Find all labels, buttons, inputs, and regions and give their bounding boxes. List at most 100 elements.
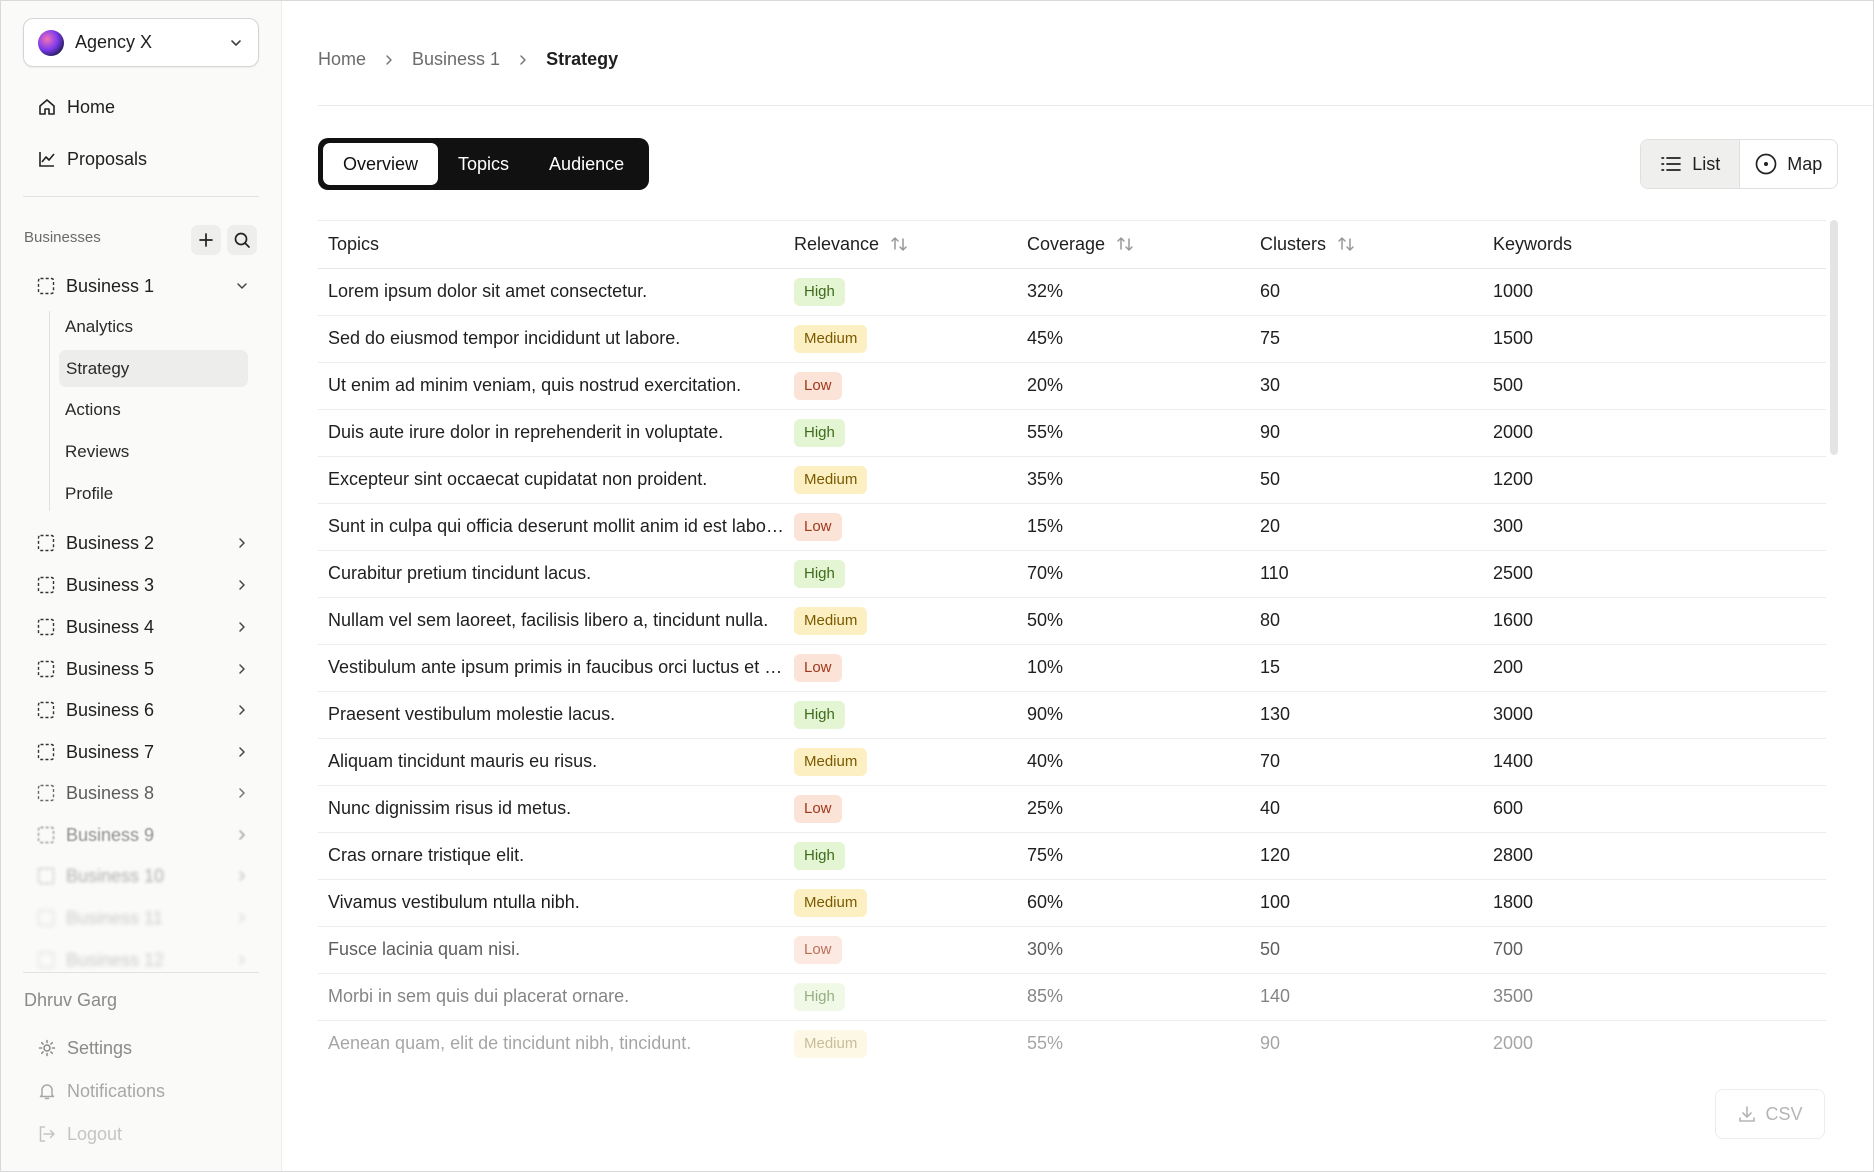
business-label: Business 10 (66, 865, 165, 886)
breadcrumb-business[interactable]: Business 1 (412, 49, 501, 69)
sort-icon[interactable] (1336, 234, 1356, 254)
table-row[interactable]: Nullam vel sem laoreet, facilisis libero… (318, 597, 1826, 645)
sidebar-item-business-5[interactable]: Business 5 (37, 654, 251, 684)
chevron-right-icon (239, 538, 245, 548)
settings-link[interactable]: Settings (37, 1034, 132, 1062)
sort-icon[interactable] (1115, 234, 1135, 254)
table-row[interactable]: Fusce lacinia quam nisi. Low 30% 50 700 (318, 926, 1826, 974)
subnav-strategy[interactable]: Strategy (59, 350, 248, 387)
cell-relevance: Medium (784, 597, 1017, 645)
sidebar-item-business-12[interactable]: Business 12 (37, 945, 251, 975)
relevance-badge: High (794, 700, 845, 729)
sidebar-item-business-2[interactable]: Business 2 (37, 528, 251, 558)
column-header-relevance[interactable]: Relevance (784, 221, 1017, 269)
tab-overview[interactable]: Overview (323, 143, 439, 185)
chevron-right-icon (239, 955, 245, 965)
cell-keywords: 500 (1483, 362, 1826, 410)
cell-keywords: 700 (1483, 926, 1826, 974)
subnav-label: Profile (65, 484, 114, 503)
sidebar-item-business-10[interactable]: Business 10 (37, 861, 251, 891)
table-row[interactable]: Sed do eiusmod tempor incididunt ut labo… (318, 315, 1826, 363)
sort-icon[interactable] (889, 234, 909, 254)
subnav-profile[interactable]: Profile (65, 479, 113, 509)
cell-coverage: 10% (1017, 644, 1250, 692)
cell-topics: Sunt in culpa qui officia deserunt molli… (318, 503, 784, 551)
business-label: Business 11 (66, 907, 163, 928)
table-row[interactable]: Praesent vestibulum molestie lacus. High 9… (318, 691, 1826, 739)
add-business-button[interactable] (191, 225, 221, 255)
tab-audience[interactable]: Audience (549, 153, 625, 174)
cell-coverage: 30% (1017, 926, 1250, 974)
cell-clusters: 40 (1250, 785, 1483, 833)
table-row[interactable]: Nunc dignissim risus id metus. Low 25% 40 60… (318, 785, 1826, 833)
logout-link[interactable]: Logout (37, 1120, 122, 1148)
cell-coverage: 35% (1017, 456, 1250, 504)
tab-topics[interactable]: Topics (458, 153, 510, 174)
table-row[interactable]: Ut enim ad minim veniam, quis nostrud ex… (318, 362, 1826, 410)
csv-download-button[interactable]: CSV (1715, 1089, 1825, 1139)
table-row[interactable]: Vestibulum ante ipsum primis in faucibus… (318, 644, 1826, 692)
cell-keywords: 200 (1483, 644, 1826, 692)
cell-clusters: 90 (1250, 409, 1483, 457)
list-view-button[interactable]: List (1641, 140, 1740, 188)
table-row[interactable]: Aliquam tincidunt mauris eu risus. Medium… (318, 738, 1826, 786)
table-row[interactable]: Excepteur sint occaecat cupidatat non pr… (318, 456, 1826, 504)
business-dashed-square-icon (37, 618, 55, 636)
chevron-down-icon (237, 283, 247, 289)
cell-relevance: Low (784, 785, 1017, 833)
header-divider (318, 105, 1873, 106)
cell-topics: Sed do eiusmod tempor incididunt ut labo… (318, 315, 784, 363)
chevron-right-icon (239, 747, 245, 757)
table-row[interactable]: Curabitur pretium tincidunt lacus. High 70… (318, 550, 1826, 598)
sidebar-item-business-4[interactable]: Business 4 (37, 612, 251, 642)
business-dashed-square-icon (37, 534, 55, 552)
column-header-keywords: Keywords (1483, 221, 1826, 269)
column-header-clusters[interactable]: Clusters (1250, 221, 1483, 269)
search-business-button[interactable] (227, 225, 257, 255)
settings-label: Settings (67, 1037, 133, 1058)
sidebar-item-business-1[interactable]: Business 1 (37, 271, 251, 301)
cell-topics: Duis aute irure dolor in reprehenderit i… (318, 409, 784, 457)
notifications-link[interactable]: Notifications (37, 1077, 165, 1105)
topics-table: Topics Relevance Coverage Clusters Keywords … (318, 220, 1826, 1066)
sidebar-item-business-9[interactable]: Business 9 (37, 820, 251, 850)
sidebar-item-business-3[interactable]: Business 3 (37, 570, 251, 600)
table-row[interactable]: Morbi in sem quis dui placerat ornare. Hi… (318, 973, 1826, 1021)
sidebar-item-business-11[interactable]: Business 11 (37, 903, 251, 933)
column-header-coverage[interactable]: Coverage (1017, 221, 1250, 269)
cell-clusters: 75 (1250, 315, 1483, 363)
map-view-button[interactable]: Map (1740, 140, 1838, 188)
cell-coverage: 55% (1017, 1020, 1250, 1066)
subnav-label: Reviews (65, 442, 130, 461)
sidebar-item-business-7[interactable]: Business 7 (37, 737, 251, 767)
agency-switcher[interactable]: Agency X (23, 18, 259, 67)
cell-keywords: 600 (1483, 785, 1826, 833)
business-label: Business 4 (66, 616, 155, 637)
cell-coverage: 15% (1017, 503, 1250, 551)
cell-topics: Cras ornare tristique elit. (318, 832, 784, 880)
table-scrollbar[interactable] (1830, 220, 1838, 455)
cell-clusters: 60 (1250, 268, 1483, 316)
csv-label: CSV (1765, 1103, 1803, 1124)
table-row[interactable]: Lorem ipsum dolor sit amet consectetur. H… (318, 268, 1826, 316)
chevron-right-icon (239, 830, 245, 840)
table-row[interactable]: Aenean quam, elit de tincidunt nibh, tin… (318, 1020, 1826, 1066)
subnav-reviews[interactable]: Reviews (65, 437, 129, 467)
sidebar-item-business-6[interactable]: Business 6 (37, 695, 251, 725)
nav-home[interactable]: Home (37, 92, 115, 122)
sidebar-item-business-8[interactable]: Business 8 (37, 778, 251, 808)
table-row[interactable]: Duis aute irure dolor in reprehenderit i… (318, 409, 1826, 457)
businesses-label: Businesses (24, 229, 101, 246)
relevance-badge: Medium (794, 888, 868, 917)
business-label: Business 5 (66, 658, 155, 679)
subnav-actions[interactable]: Actions (65, 395, 121, 425)
table-row[interactable]: Vivamus vestibulum ntulla nibh. Medium 60%… (318, 879, 1826, 927)
nav-proposals[interactable]: Proposals (37, 144, 147, 174)
table-row[interactable]: Cras ornare tristique elit. High 75% 120 280… (318, 832, 1826, 880)
cell-coverage: 75% (1017, 832, 1250, 880)
subnav-analytics[interactable]: Analytics (65, 312, 133, 342)
cell-topics: Nullam vel sem laoreet, facilisis libero… (318, 597, 784, 645)
breadcrumb-home[interactable]: Home (318, 49, 367, 69)
table-row[interactable]: Sunt in culpa qui officia deserunt molli… (318, 503, 1826, 551)
relevance-badge: Low (794, 512, 842, 541)
